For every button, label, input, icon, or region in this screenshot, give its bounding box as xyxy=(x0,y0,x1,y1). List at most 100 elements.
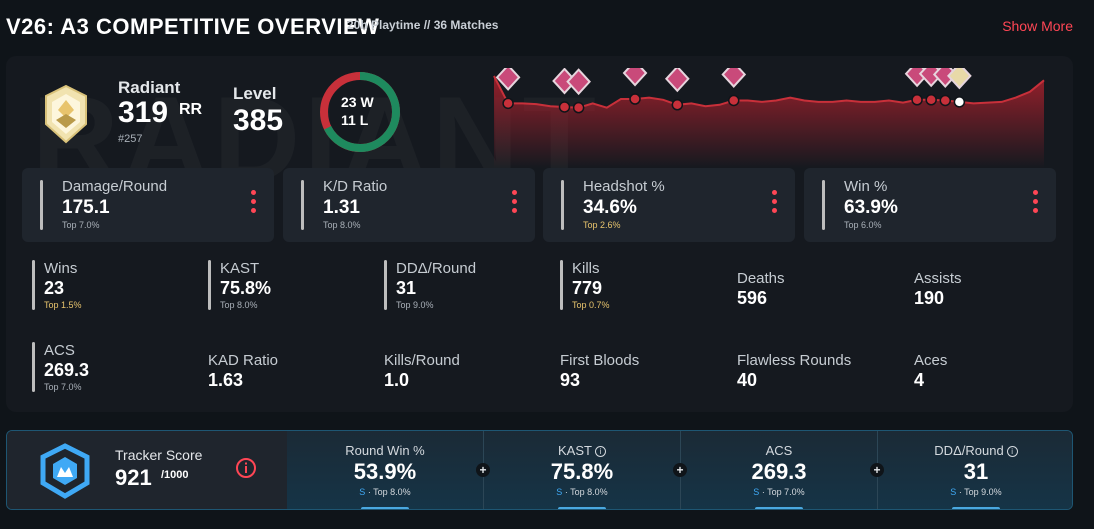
stat-card: Headshot % 34.6% Top 2.6% xyxy=(543,168,795,242)
trend-point[interactable] xyxy=(911,94,923,106)
level-label: Level xyxy=(233,84,277,103)
tracker-metric-underline xyxy=(361,507,409,509)
stat-item-label: KAD Ratio xyxy=(208,352,279,369)
rank-badge-icon xyxy=(566,68,591,96)
tracker-metric-percentile-text: · Top 8.0% xyxy=(367,487,411,497)
tracker-metric: Round Win % 53.9% S · Top 8.0% xyxy=(287,431,483,509)
rank-badge-icon xyxy=(947,68,972,90)
tracker-metric-percentile: S · Top 8.0% xyxy=(484,487,680,497)
info-icon[interactable]: i xyxy=(594,446,606,457)
rank-name: Radiant xyxy=(118,78,181,97)
tracker-metric-percentile: S · Top 7.0% xyxy=(681,487,877,497)
tracker-metric-value: 53.9% xyxy=(353,459,417,484)
info-icon[interactable]: i xyxy=(1006,446,1018,457)
tracker-metric-grade: S xyxy=(950,487,957,497)
playtime-text: 20h Playtime xyxy=(347,18,421,32)
playtime-meta: 20h Playtime // 36 Matches xyxy=(347,18,498,32)
stat-item-percentile: Top 0.7% xyxy=(572,300,610,310)
losses-count: 11 L xyxy=(341,112,369,128)
stat-item-percentile: Top 7.0% xyxy=(44,382,82,392)
show-more-link[interactable]: Show More xyxy=(1002,18,1073,34)
stat-item-percentile: Top 8.0% xyxy=(220,300,258,310)
tracker-metric: KAST i 75.8% S · Top 8.0% xyxy=(484,431,680,509)
stat-item-label: Deaths xyxy=(737,270,785,287)
stat-card-bar xyxy=(822,180,825,230)
trend-point[interactable] xyxy=(572,101,585,114)
stat-item-percentile: Top 9.0% xyxy=(396,300,434,310)
stat-item-bar xyxy=(32,342,35,392)
matches-text: // 36 Matches xyxy=(423,18,499,32)
trend-point[interactable] xyxy=(502,97,514,110)
tracker-metric-grade: S xyxy=(556,487,563,497)
tracker-metric-percentile: S · Top 9.0% xyxy=(878,487,1072,497)
stat-item-label: Kills xyxy=(572,260,600,277)
stat-item-bar xyxy=(32,260,35,310)
tracker-metric-percentile-text: · Top 8.0% xyxy=(564,487,608,497)
trend-point[interactable] xyxy=(558,101,571,113)
stat-card-value: 63.9% xyxy=(844,197,898,218)
tracker-metric: DDΔ/Round i 31 S · Top 9.0% xyxy=(878,431,1072,509)
stat-card-value: 175.1 xyxy=(62,197,110,218)
stat-item-label: Flawless Rounds xyxy=(737,352,852,369)
stat-item-value: 75.8% xyxy=(220,278,272,298)
stat-card-value: 1.31 xyxy=(323,197,360,218)
stat-card-percentile: Top 2.6% xyxy=(583,220,621,230)
tracker-score-bar: Tracker Score 921 /1000 Round Win % 53.9%… xyxy=(6,430,1073,510)
stat-item-value: 31 xyxy=(396,278,417,298)
plus-icon: + xyxy=(673,463,687,477)
rank-badge-icon xyxy=(495,68,521,91)
tracker-metric-value: 269.3 xyxy=(751,459,807,484)
info-icon[interactable] xyxy=(235,457,257,479)
more-options-icon[interactable] xyxy=(769,190,779,218)
stat-card-percentile: Top 8.0% xyxy=(323,220,361,230)
tracker-metric-underline xyxy=(558,507,606,509)
more-options-icon[interactable] xyxy=(248,190,258,218)
radiant-rank-icon xyxy=(45,84,87,144)
tracker-metric-label: Round Win % xyxy=(287,443,483,458)
tracker-metric-label-text: Round Win % xyxy=(345,443,425,458)
stat-card-bar xyxy=(301,180,304,230)
stat-item-label: First Bloods xyxy=(560,352,640,369)
tracker-score-value: 921 xyxy=(115,465,152,490)
tracker-metric-value: 31 xyxy=(963,459,989,484)
trend-point[interactable] xyxy=(953,96,966,108)
more-options-icon[interactable] xyxy=(1030,190,1040,218)
stat-item-bar xyxy=(208,260,211,310)
tracker-metric-label-text: DDΔ/Round xyxy=(934,443,1004,458)
tracker-metric-percentile: S · Top 8.0% xyxy=(287,487,483,497)
rank-badge-icon xyxy=(721,68,747,88)
tracker-metric: ACS 269.3 S · Top 7.0% xyxy=(681,431,877,509)
tracker-score-label: Tracker Score xyxy=(115,447,203,463)
tracker-metrics: Round Win % 53.9% S · Top 8.0% KAST i 75.8% S … xyxy=(287,431,1072,509)
more-options-icon[interactable] xyxy=(509,190,519,218)
tracker-metric-grade: S xyxy=(359,487,366,497)
trend-line xyxy=(493,75,1045,109)
stat-item-bar xyxy=(384,260,387,310)
stat-card: Win % 63.9% Top 6.0% xyxy=(804,168,1056,242)
rank-trend-chart[interactable] xyxy=(482,68,1052,168)
tracker-metric-underline xyxy=(755,507,803,509)
stat-item-value: 779 xyxy=(572,278,603,298)
trend-point[interactable] xyxy=(727,94,740,107)
stat-item-label: DDΔ/Round xyxy=(396,260,477,277)
wins-count: 23 W xyxy=(341,94,374,110)
stat-card-bar xyxy=(561,180,564,230)
tracker-metric-label: KAST i xyxy=(484,443,680,458)
trend-point[interactable] xyxy=(671,99,684,111)
stat-item-value: 596 xyxy=(737,288,768,308)
trend-point[interactable] xyxy=(925,94,937,106)
win-arc xyxy=(320,72,400,152)
stat-item-label: Kills/Round xyxy=(384,352,460,369)
rank-badge-icon xyxy=(622,68,648,87)
stat-card-percentile: Top 7.0% xyxy=(62,220,100,230)
trend-point[interactable] xyxy=(629,93,641,105)
tracker-metric-label-text: KAST xyxy=(558,443,592,458)
tracker-score-summary: Tracker Score 921 /1000 xyxy=(7,431,287,509)
stat-card-label: K/D Ratio xyxy=(323,178,388,195)
trend-point[interactable] xyxy=(939,94,952,107)
rank-badge-icon xyxy=(664,68,690,93)
stat-item-value: 190 xyxy=(914,288,945,308)
level-value: 385 xyxy=(233,104,284,137)
stat-item-value: 23 xyxy=(44,278,65,298)
stat-item-percentile: Top 1.5% xyxy=(44,300,82,310)
